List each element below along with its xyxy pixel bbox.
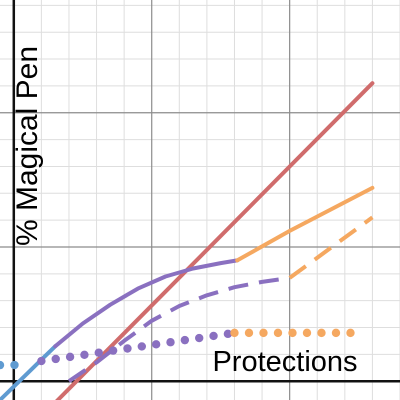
series-1-blue-solid [0,344,58,400]
series-5-orange-dashed [288,215,374,280]
series-8-orange-dotted [230,328,355,338]
data-point [244,328,254,338]
series-2-purple-solid [53,258,240,349]
data-point [223,329,233,339]
data-point [137,342,147,351]
series-3-orange-solid [235,185,375,263]
protections-annotation: Protections [212,346,357,378]
data-point [0,360,5,370]
data-point [273,328,283,338]
data-point [317,328,326,338]
data-point [51,354,60,364]
data-point [10,360,19,370]
data-point [65,352,75,362]
series-6-blue-dotted [0,360,19,370]
series-7-purple-dotted [37,329,233,366]
y-axis-label: % Magical Pen [11,46,44,246]
data-point [151,340,161,349]
series-layer [0,81,375,400]
data-point [94,348,103,357]
data-point [195,333,204,343]
data-point [346,328,355,338]
data-point [259,328,268,338]
data-point [180,335,190,345]
data-point [331,328,341,338]
data-point [230,328,239,338]
series-4-purple-dashed [67,275,290,383]
data-point [302,328,312,338]
series-0-red-solid [55,81,375,400]
data-point [37,356,46,366]
data-point [80,350,89,359]
data-point [108,346,118,355]
data-point [209,331,218,341]
data-point [288,328,297,338]
data-point [123,344,132,353]
data-point [166,338,175,347]
